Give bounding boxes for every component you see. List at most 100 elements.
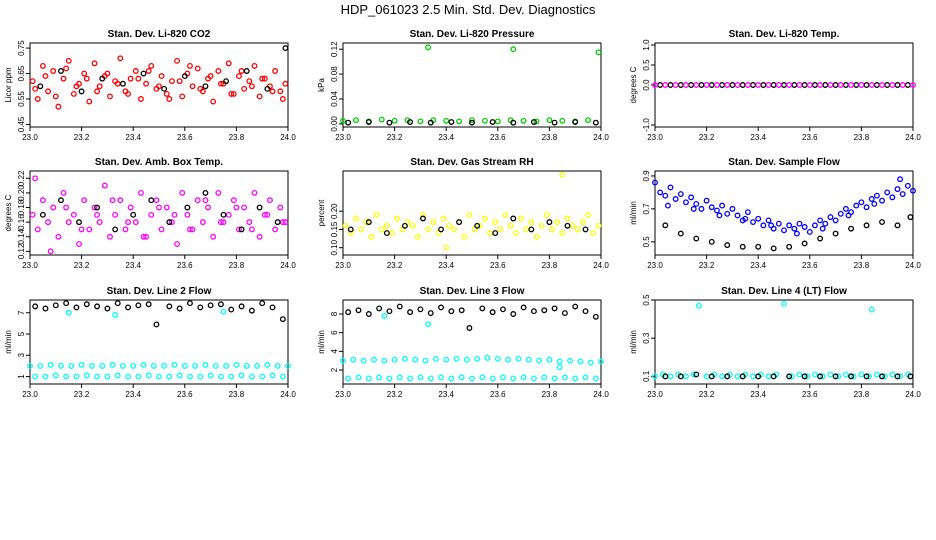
y-axis-label: ml/min bbox=[317, 330, 326, 354]
data-point bbox=[373, 211, 380, 218]
data-point bbox=[65, 219, 72, 226]
data-point bbox=[474, 355, 481, 362]
data-point bbox=[187, 300, 193, 307]
data-point bbox=[734, 82, 741, 88]
data-point bbox=[724, 82, 731, 88]
data-point bbox=[47, 248, 54, 255]
data-point bbox=[507, 222, 514, 229]
panel-6: Stan. Dev. Sample Flow 23.0 23.2 23.4 23.6 23… bbox=[629, 157, 921, 270]
data-point bbox=[469, 119, 475, 126]
x-tick-label: 23.4 bbox=[750, 133, 766, 142]
data-point bbox=[342, 222, 349, 229]
data-point bbox=[360, 357, 367, 364]
data-point bbox=[567, 357, 573, 364]
data-point bbox=[474, 222, 481, 229]
data-point bbox=[744, 209, 751, 216]
data-point bbox=[94, 88, 101, 95]
data-point bbox=[502, 211, 509, 218]
series-red bbox=[29, 55, 289, 110]
data-point bbox=[42, 305, 49, 312]
panel-title: Stan. Dev. Amb. Box Temp. bbox=[95, 157, 223, 168]
data-point bbox=[417, 118, 424, 125]
data-point bbox=[559, 117, 566, 124]
data-point bbox=[264, 361, 271, 368]
data-point bbox=[236, 73, 242, 80]
data-point bbox=[409, 222, 416, 229]
x-tick-label: 23.0 bbox=[22, 133, 38, 142]
panel-8: Stan. Dev. Line 3 Flow 23.0 23.2 23.4 23.6 23… bbox=[317, 286, 609, 399]
data-point bbox=[520, 117, 527, 124]
data-point bbox=[414, 233, 421, 240]
data-point bbox=[394, 215, 401, 222]
panel-title: Stan. Dev. Li-820 Pressure bbox=[410, 29, 535, 40]
data-point bbox=[791, 82, 798, 88]
data-point bbox=[466, 211, 473, 218]
data-point bbox=[417, 306, 424, 313]
data-point bbox=[863, 82, 870, 88]
data-point bbox=[47, 361, 54, 368]
data-point bbox=[510, 215, 517, 222]
data-point bbox=[469, 117, 475, 124]
data-point bbox=[897, 176, 904, 183]
panel-title: Stan. Dev. Gas Stream RH bbox=[410, 157, 533, 168]
data-point bbox=[94, 204, 101, 211]
data-point bbox=[233, 361, 240, 368]
data-point bbox=[248, 307, 255, 314]
data-point bbox=[432, 355, 439, 362]
data-point bbox=[269, 304, 276, 311]
data-point bbox=[863, 222, 870, 229]
data-point bbox=[677, 191, 684, 198]
y-tick-label: 0.65 bbox=[17, 65, 26, 81]
data-point bbox=[842, 82, 849, 88]
data-point bbox=[345, 119, 352, 126]
data-point bbox=[223, 78, 230, 85]
y-tick-label: 2 bbox=[330, 367, 339, 372]
data-point bbox=[119, 362, 126, 369]
data-point bbox=[163, 204, 170, 211]
data-point bbox=[445, 222, 452, 229]
y-tick-label: 0.12 bbox=[17, 243, 26, 259]
panel-2: Stan. Dev. Li-820 Pressure 23.0 23.2 23.4 23… bbox=[317, 29, 609, 142]
data-point bbox=[114, 372, 121, 379]
data-point bbox=[672, 82, 679, 88]
data-point bbox=[879, 82, 885, 88]
data-point bbox=[688, 82, 695, 88]
data-point bbox=[510, 46, 517, 53]
y-tick-label: 3 bbox=[17, 353, 26, 358]
data-point bbox=[541, 374, 548, 381]
data-point bbox=[708, 204, 715, 211]
y-tick-label: 7 bbox=[17, 310, 26, 315]
data-point bbox=[868, 196, 875, 202]
data-point bbox=[873, 82, 880, 88]
data-point bbox=[554, 219, 561, 226]
data-point bbox=[101, 182, 108, 189]
y-tick-label: 0.04 bbox=[330, 91, 339, 107]
data-point bbox=[34, 96, 41, 102]
data-point bbox=[39, 62, 46, 69]
data-point bbox=[368, 233, 375, 240]
x-tick-label: 23.6 bbox=[490, 261, 506, 270]
data-point bbox=[564, 222, 571, 229]
data-point bbox=[786, 373, 793, 380]
y-axis-label: ml/min bbox=[4, 330, 13, 354]
data-point bbox=[899, 82, 906, 88]
data-point bbox=[76, 241, 82, 247]
data-point bbox=[148, 211, 155, 218]
data-point bbox=[117, 197, 124, 204]
data-point bbox=[279, 316, 286, 323]
x-tick-label: 23.8 bbox=[542, 390, 558, 399]
y-tick-label: 0.12 bbox=[330, 41, 339, 57]
data-point bbox=[68, 362, 75, 369]
data-point bbox=[112, 311, 119, 318]
data-point bbox=[73, 83, 80, 90]
panel-title: Stan. Dev. Sample Flow bbox=[728, 157, 840, 168]
data-point bbox=[484, 354, 491, 361]
data-point bbox=[347, 226, 354, 233]
data-point bbox=[817, 217, 824, 224]
data-point bbox=[688, 194, 695, 201]
data-point bbox=[456, 118, 463, 125]
data-point bbox=[713, 82, 720, 88]
data-point bbox=[125, 304, 131, 311]
y-tick-label: 0.00 bbox=[330, 116, 339, 132]
data-point bbox=[487, 230, 494, 237]
